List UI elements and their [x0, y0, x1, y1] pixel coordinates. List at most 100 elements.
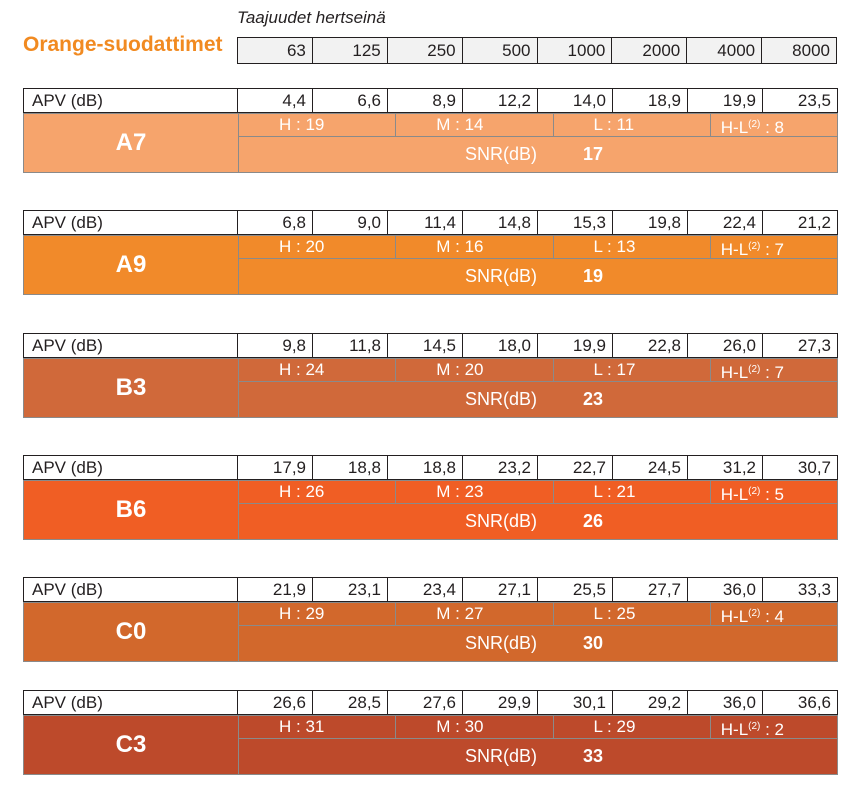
apv-value-cell: 6,8	[238, 211, 313, 234]
apv-value-cell: 22,7	[538, 456, 613, 479]
apv-value-cell: 19,8	[613, 211, 688, 234]
apv-value-cell: 27,6	[388, 691, 463, 714]
apv-value-cell: 29,9	[463, 691, 538, 714]
apv-label: APV (dB)	[24, 578, 238, 601]
page-title: Orange-suodattimet	[23, 33, 223, 56]
apv-row: APV (dB) 4,4 6,6 8,9 12,2 14,0 18,9 19,9 23,5	[23, 88, 838, 113]
h-value: H : 20	[239, 236, 397, 258]
h-value: H : 26	[239, 481, 397, 503]
m-value: M : 14	[396, 114, 554, 136]
snr-label: SNR(dB)	[465, 511, 538, 531]
frequency-cell: 125	[312, 38, 388, 63]
hl-value: H-L(2) : 7	[711, 359, 837, 382]
filter-summary: B6 H : 26 M : 23 L : 21 H-L(2) : 5 SNR(dB) 26	[23, 480, 838, 540]
hl-prefix: H-L	[720, 240, 749, 259]
filter-summary: A7 H : 19 M : 14 L : 11 H-L(2) : 8 SNR(dB) 17	[23, 113, 838, 173]
hl-suffix: : 5	[760, 485, 785, 504]
snr-value: 19	[583, 266, 604, 286]
snr-label: SNR(dB)	[465, 633, 538, 653]
apv-value-cell: 18,8	[313, 456, 388, 479]
hl-footnote: (2)	[748, 608, 761, 619]
apv-label: APV (dB)	[24, 691, 238, 714]
hml-row: H : 31 M : 30 L : 29 H-L(2) : 2	[238, 716, 837, 739]
filter-block: APV (dB) 9,8 11,8 14,5 18,0 19,9 22,8 26,0 27,3 B…	[23, 333, 838, 421]
apv-value-cell: 8,9	[388, 89, 463, 112]
snr-row: SNR(dB) 33	[238, 739, 837, 774]
apv-value-cell: 36,0	[688, 578, 763, 601]
frequency-header-row: 63 125 250 500 1000 2000 4000 8000	[237, 37, 837, 64]
snr-label: SNR(dB)	[465, 266, 538, 286]
apv-value-cell: 11,4	[388, 211, 463, 234]
hl-prefix: H-L	[720, 607, 749, 626]
filter-summary: C0 H : 29 M : 27 L : 25 H-L(2) : 4 SNR(dB) 30	[23, 602, 838, 662]
apv-value-cell: 29,2	[613, 691, 688, 714]
hml-row: H : 19 M : 14 L : 11 H-L(2) : 8	[238, 114, 837, 137]
apv-value-cell: 18,0	[463, 334, 538, 357]
hl-suffix: : 8	[760, 118, 785, 137]
snr-label: SNR(dB)	[465, 389, 538, 409]
filter-summary: C3 H : 31 M : 30 L : 29 H-L(2) : 2 SNR(dB) 33	[23, 715, 838, 775]
apv-row: APV (dB) 6,8 9,0 11,4 14,8 15,3 19,8 22,4 21,2	[23, 210, 838, 235]
frequency-cell: 1000	[537, 38, 613, 63]
apv-value-cell: 21,2	[797, 213, 831, 232]
apv-value-cell: 26,6	[238, 691, 313, 714]
filter-block: APV (dB) 26,6 28,5 27,6 29,9 30,1 29,2 36,0 36,6…	[23, 690, 838, 778]
apv-value-cell: 23,4	[388, 578, 463, 601]
apv-value-cell: 22,4	[688, 211, 763, 234]
hl-prefix: H-L	[720, 485, 749, 504]
filter-name: B6	[115, 496, 147, 523]
apv-row: APV (dB) 9,8 11,8 14,5 18,0 19,9 22,8 26,0 27,3	[23, 333, 838, 358]
hl-suffix: : 2	[760, 720, 785, 739]
apv-value-cell: 14,5	[388, 334, 463, 357]
hml-row: H : 26 M : 23 L : 21 H-L(2) : 5	[238, 481, 837, 504]
hl-prefix: H-L	[720, 720, 749, 739]
apv-value-cell: 17,9	[238, 456, 313, 479]
apv-row: APV (dB) 21,9 23,1 23,4 27,1 25,5 27,7 36,0 33,3	[23, 577, 838, 602]
m-value: M : 16	[396, 236, 554, 258]
hl-value: H-L(2) : 5	[711, 481, 837, 504]
filter-name: C0	[115, 618, 147, 645]
apv-value-cell: 19,9	[688, 89, 763, 112]
filter-name: A7	[115, 129, 147, 156]
apv-value-cell: 14,8	[463, 211, 538, 234]
apv-value-cell: 18,8	[388, 456, 463, 479]
apv-value-cell: 12,2	[463, 89, 538, 112]
apv-value-cell: 24,5	[613, 456, 688, 479]
apv-value-cell: 19,9	[538, 334, 613, 357]
m-value: M : 30	[396, 716, 554, 738]
filter-summary: B3 H : 24 M : 20 L : 17 H-L(2) : 7 SNR(dB) 23	[23, 358, 838, 418]
frequency-cell: 8000	[762, 38, 836, 63]
filter-summary: A9 H : 20 M : 16 L : 13 H-L(2) : 7 SNR(dB) 19	[23, 235, 838, 295]
apv-value-cell: 27,7	[613, 578, 688, 601]
apv-value-cell: 27,1	[463, 578, 538, 601]
hl-suffix: : 7	[760, 240, 785, 259]
snr-value: 26	[583, 511, 604, 531]
l-value: L : 17	[554, 359, 711, 381]
snr-label: SNR(dB)	[465, 746, 538, 766]
filter-name: B3	[115, 374, 147, 401]
hl-prefix: H-L	[720, 118, 749, 137]
frequency-cell: 500	[462, 38, 538, 63]
apv-value-cell: 31,2	[688, 456, 763, 479]
hl-prefix: H-L	[720, 363, 749, 382]
hl-suffix: : 4	[760, 607, 785, 626]
h-value: H : 31	[239, 716, 397, 738]
l-value: L : 11	[554, 114, 711, 136]
apv-row: APV (dB) 26,6 28,5 27,6 29,9 30,1 29,2 36,0 36,6	[23, 690, 838, 715]
hl-footnote: (2)	[748, 721, 761, 732]
snr-row: SNR(dB) 30	[238, 626, 837, 661]
hml-row: H : 24 M : 20 L : 17 H-L(2) : 7	[238, 359, 837, 382]
h-value: H : 19	[239, 114, 397, 136]
hl-suffix: : 7	[760, 363, 785, 382]
filter-block: APV (dB) 6,8 9,0 11,4 14,8 15,3 19,8 22,4 21,2 A9…	[23, 210, 838, 298]
apv-value-cell: 22,8	[613, 334, 688, 357]
hl-footnote: (2)	[748, 241, 761, 252]
apv-label: APV (dB)	[24, 89, 238, 112]
snr-label: SNR(dB)	[465, 144, 538, 164]
l-value: L : 21	[554, 481, 711, 503]
h-value: H : 24	[239, 359, 397, 381]
apv-value-cell: 27,3	[797, 336, 831, 355]
snr-row: SNR(dB) 26	[238, 504, 837, 539]
snr-value: 33	[583, 746, 604, 766]
apv-label: APV (dB)	[24, 211, 238, 234]
